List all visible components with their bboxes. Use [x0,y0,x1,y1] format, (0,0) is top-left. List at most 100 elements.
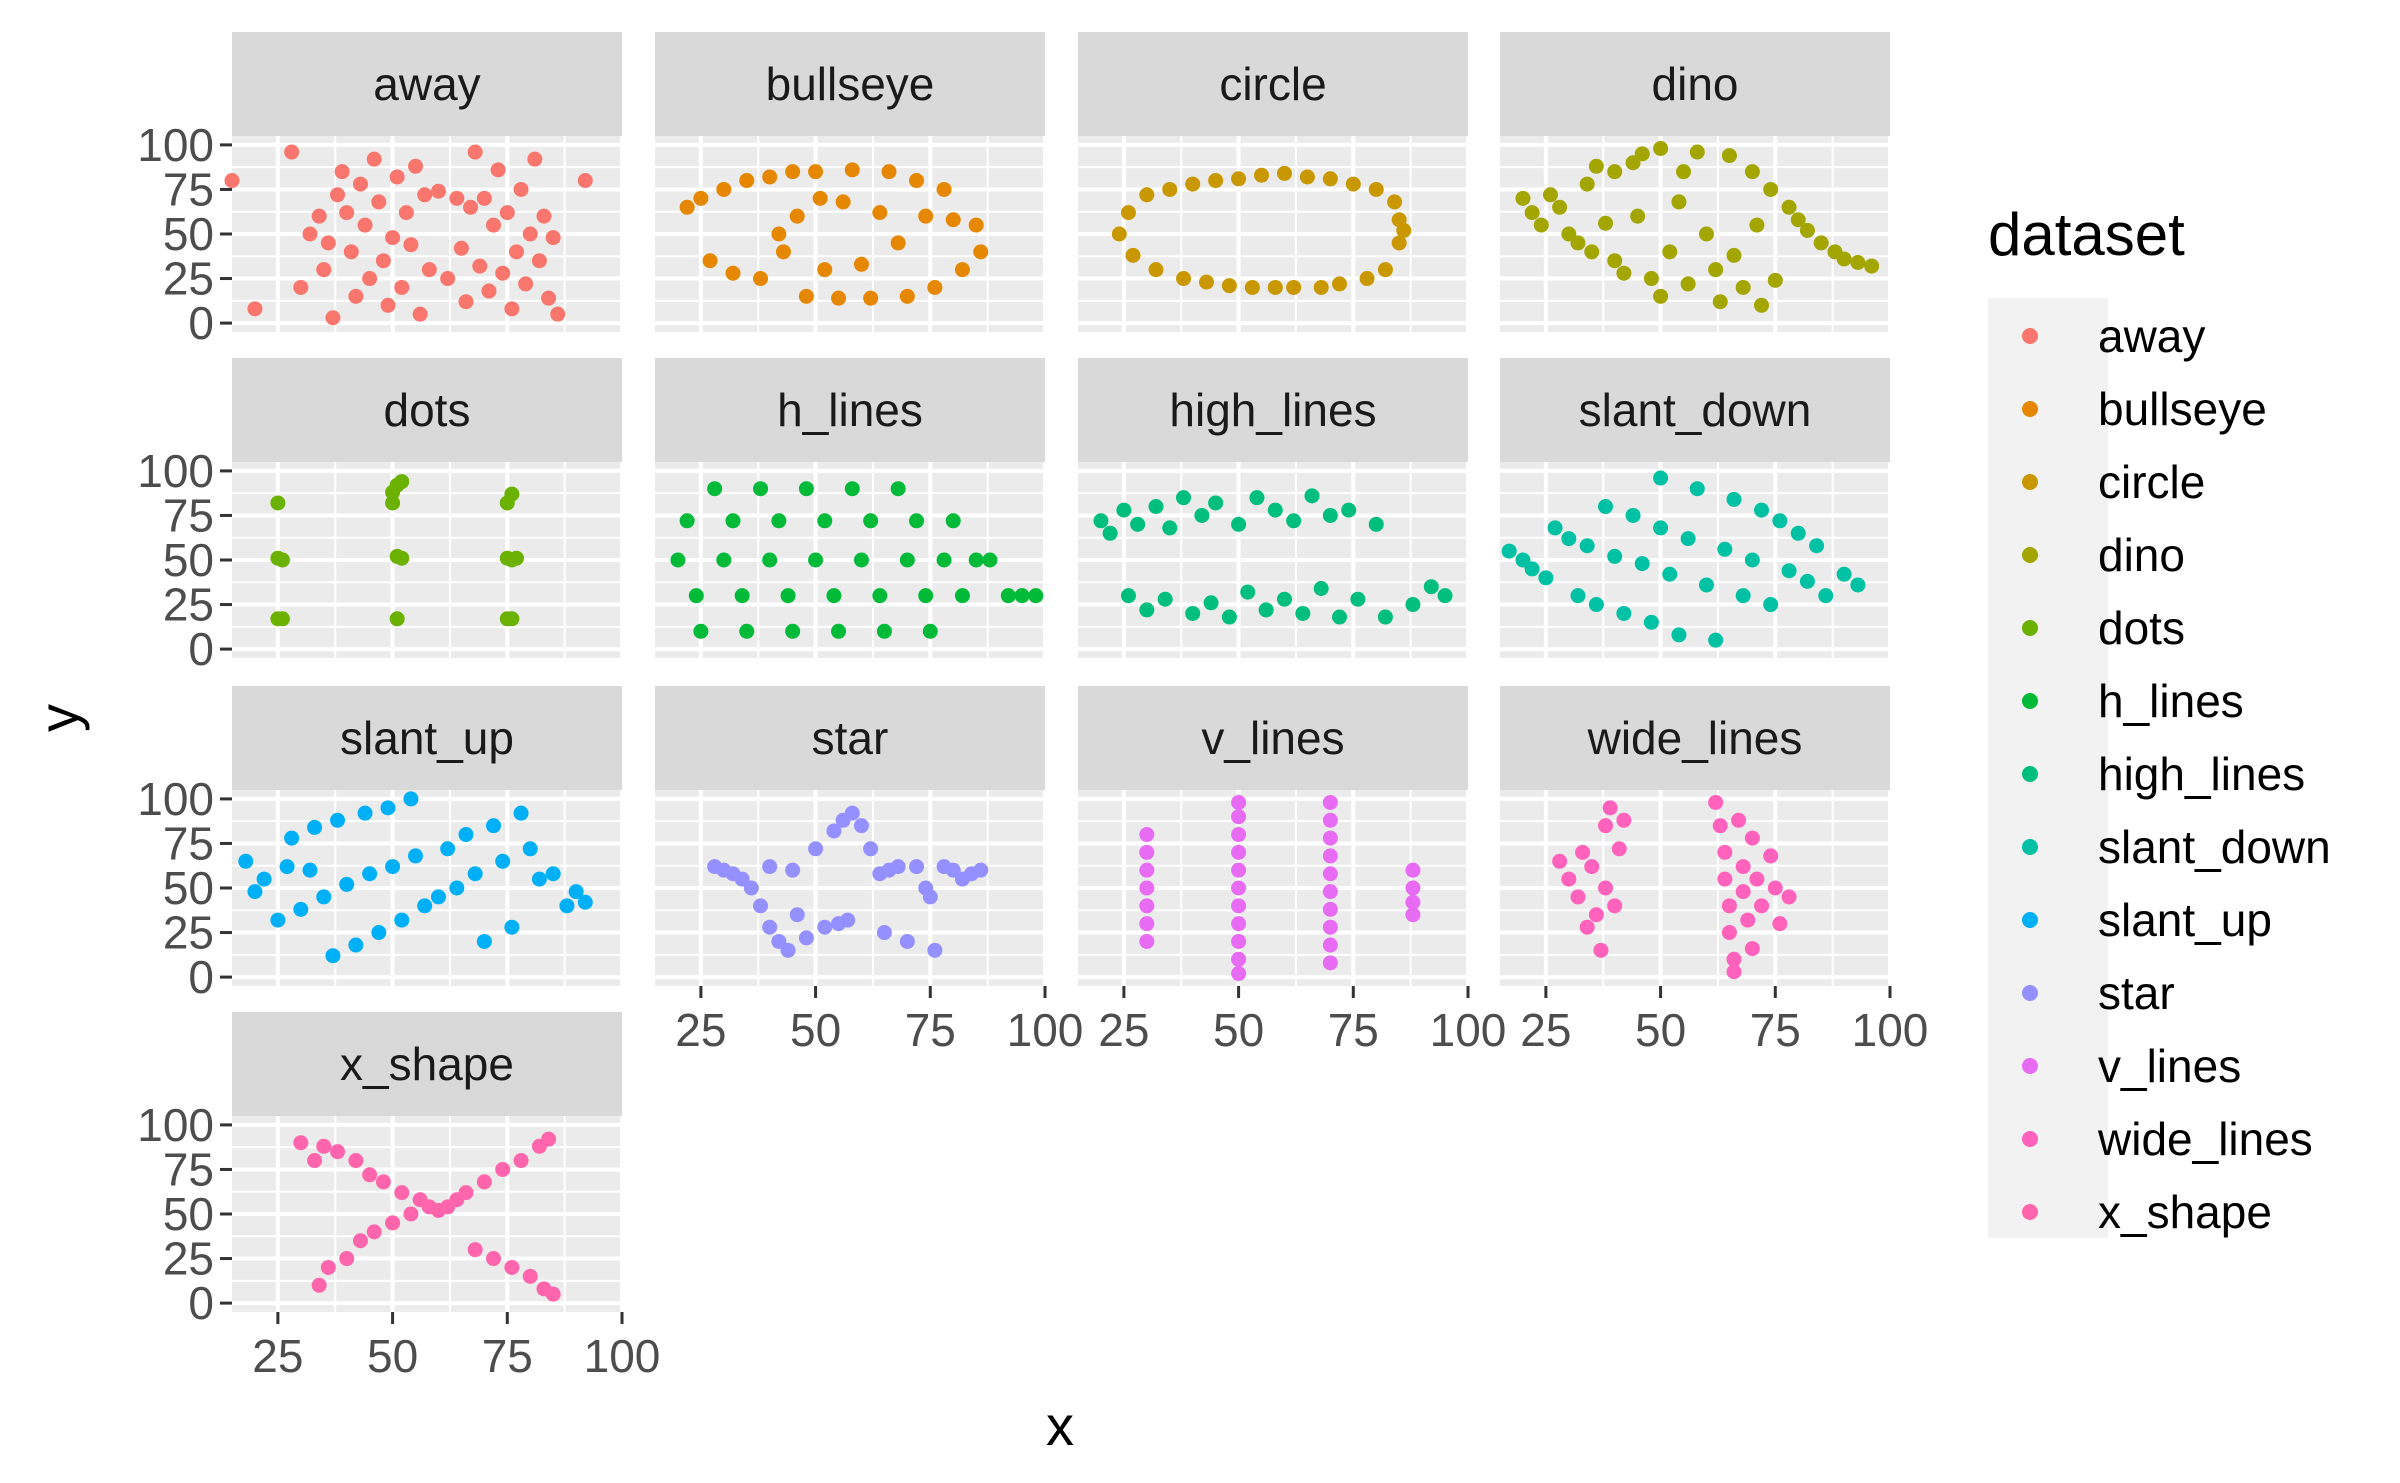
data-point [1267,279,1283,295]
data-point [1767,272,1783,288]
data-point [366,151,382,167]
data-point [1028,588,1044,604]
data-point [762,859,778,875]
facet-strip [655,358,1045,462]
legend-key [2022,1058,2038,1074]
x-tick-label: 75 [905,1004,956,1056]
data-point [762,552,778,568]
data-point [1625,507,1641,523]
data-point [876,925,892,941]
data-point [936,552,952,568]
data-point [785,164,801,180]
y-tick-label: 25 [163,907,214,959]
data-point [531,871,547,887]
data-point [1322,901,1338,917]
data-point [403,237,419,253]
data-point [1653,520,1669,536]
data-point [476,190,492,206]
data-point [330,1144,346,1160]
data-point [853,818,869,834]
legend-key [2022,401,2038,417]
legend-key [2022,474,2038,490]
data-point [771,513,787,529]
data-point [389,611,405,627]
data-point [1231,933,1247,949]
data-point [1763,848,1779,864]
data-point [224,173,240,189]
data-point [508,244,524,260]
data-point [476,933,492,949]
data-point [320,1259,336,1275]
y-tick-label: 100 [137,445,214,497]
facet-strip [232,358,622,462]
data-point [1387,194,1403,210]
y-tick-label: 50 [163,208,214,260]
facet-panel-high_lines: high_lines [1078,358,1470,658]
legend-label: dino [2098,529,2185,581]
legend-label: slant_down [2098,821,2331,873]
data-point [817,919,833,935]
data-point [1575,844,1591,860]
data-point [1653,470,1669,486]
data-point [522,841,538,857]
data-point [1735,279,1751,295]
data-point [1552,853,1568,869]
data-point [1689,481,1705,497]
data-point [1717,541,1733,557]
data-point [890,481,906,497]
data-point [1286,513,1302,529]
data-point [481,283,497,299]
data-point [872,588,888,604]
data-point [835,194,851,210]
data-point [1836,566,1852,582]
x-tick-label: 50 [367,1330,418,1382]
data-point [1721,925,1737,941]
data-point [352,1233,368,1249]
data-point [1643,271,1659,287]
data-point [1598,499,1614,515]
x-tick-label: 100 [1007,1004,1084,1056]
data-point [1368,516,1384,532]
data-point [430,889,446,905]
data-point [909,859,925,875]
legend-key [2022,766,2038,782]
data-point [1754,297,1770,313]
data-point [302,226,318,242]
data-point [780,942,796,958]
data-point [954,588,970,604]
data-point [375,1174,391,1190]
facet-strip-label: wide_lines [1587,712,1803,764]
facet-strip [1500,358,1890,462]
data-point [1790,212,1806,228]
data-point [826,823,842,839]
x-tick-label: 75 [1328,1004,1379,1056]
data-point [545,230,561,246]
data-point [1542,187,1558,203]
legend-label: h_lines [2098,675,2244,727]
data-point [476,1174,492,1190]
data-point [1231,171,1247,187]
data-point [1708,632,1724,648]
data-point [863,841,879,857]
data-point [679,199,695,215]
legend-item-star: star [2022,967,2175,1019]
data-point [1588,907,1604,923]
data-point [1162,181,1178,197]
data-point [1423,579,1439,595]
data-point [716,181,732,197]
data-point [1148,499,1164,515]
data-point [1368,181,1384,197]
data-point [362,271,378,287]
data-point [1176,271,1192,287]
data-point [922,623,938,639]
data-point [808,164,824,180]
data-point [734,588,750,604]
data-point [293,1135,309,1151]
x-tick-label: 75 [1750,1004,1801,1056]
data-point [1735,859,1751,875]
data-point [1231,794,1247,810]
data-point [279,859,295,875]
data-point [1570,588,1586,604]
data-point [1813,235,1829,251]
